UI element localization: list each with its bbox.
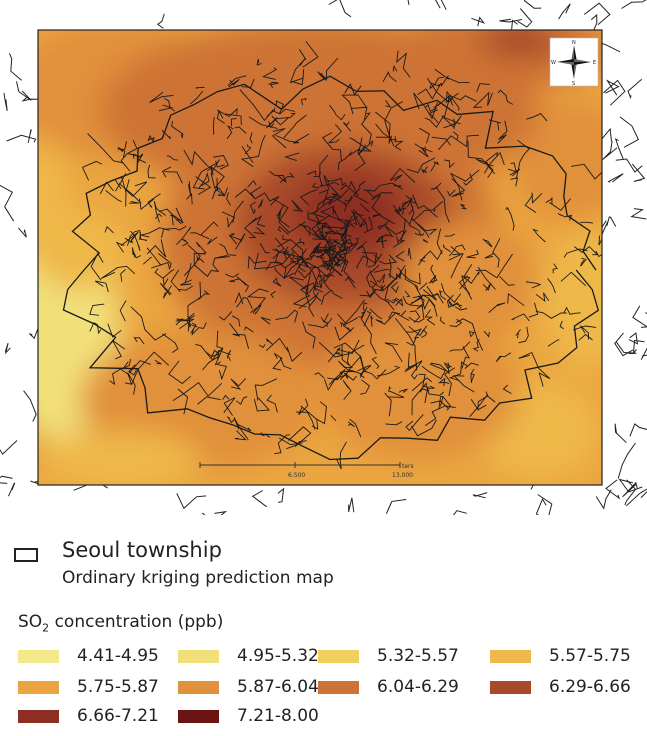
township-boundaries <box>62 41 602 470</box>
compass-rose-icon: N S E W <box>549 37 599 87</box>
map-frame <box>37 29 603 486</box>
legend-item: 6.29-6.66 <box>490 676 631 698</box>
scale-bar: 6.500 13.000 ters <box>199 462 414 479</box>
legend-label: 6.04-6.29 <box>377 677 459 697</box>
compass-e: E <box>593 60 596 66</box>
legend-item: 6.66-7.21 <box>18 705 159 727</box>
compass-w: W <box>551 60 556 66</box>
legend-swatch <box>178 680 219 694</box>
township-legend-label: Seoul township <box>62 538 222 562</box>
legend-item: 4.95-5.32 <box>178 645 319 667</box>
legend-label: 5.75-5.87 <box>77 677 159 697</box>
scale-unit-label: ters <box>402 463 414 470</box>
legend-item: 5.32-5.57 <box>318 645 459 667</box>
legend-label: 5.32-5.57 <box>377 646 459 666</box>
legend-label: 5.87-6.04 <box>237 677 319 697</box>
legend-item: 4.41-4.95 <box>18 645 159 667</box>
legend-swatch <box>18 649 59 663</box>
prediction-surface: 6.500 13.000 ters <box>38 30 602 485</box>
map-subtitle: Ordinary kriging prediction map <box>62 568 334 588</box>
legend-swatch <box>318 680 359 694</box>
legend-label: 6.29-6.66 <box>549 677 631 697</box>
legend-swatch <box>18 680 59 694</box>
legend-item: 7.21-8.00 <box>178 705 319 727</box>
legend-swatch <box>18 709 59 723</box>
legend-item: 5.87-6.04 <box>178 676 319 698</box>
legend-label: 6.66-7.21 <box>77 706 159 726</box>
concentration-title: SO2 concentration (ppb) <box>18 612 224 635</box>
legend-label: 5.57-5.75 <box>549 646 631 666</box>
legend-label: 4.41-4.95 <box>77 646 159 666</box>
legend-item: 5.57-5.75 <box>490 645 631 667</box>
scale-mid-label: 6.500 <box>288 472 305 479</box>
legend-swatch <box>178 709 219 723</box>
map-panel: 6.500 13.000 ters N S E W <box>0 0 647 515</box>
legend-item: 5.75-5.87 <box>18 676 159 698</box>
legend-label: 7.21-8.00 <box>237 706 319 726</box>
legend-swatch <box>178 649 219 663</box>
township-outline-swatch <box>14 548 38 562</box>
compass-s: S <box>572 81 575 87</box>
scale-end-label: 13.000 <box>392 472 413 479</box>
legend-label: 4.95-5.32 <box>237 646 319 666</box>
compass-n: N <box>572 40 576 46</box>
legend-swatch <box>490 649 531 663</box>
legend-swatch <box>318 649 359 663</box>
kriging-map: 6.500 13.000 ters N S E W <box>0 0 647 515</box>
legend-swatch <box>490 680 531 694</box>
legend-item: 6.04-6.29 <box>318 676 459 698</box>
